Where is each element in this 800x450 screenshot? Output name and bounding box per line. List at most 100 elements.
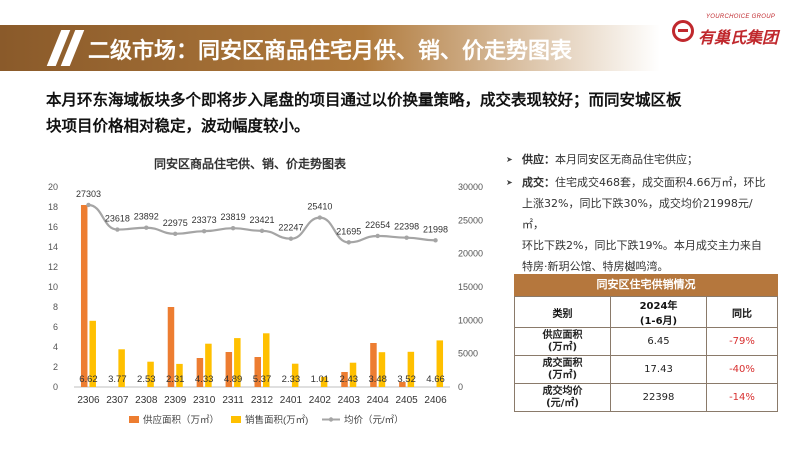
table-row: 供应面积 (万㎡) 6.45 -79%: [514, 327, 778, 356]
price-data-label: 27303: [76, 189, 101, 199]
sales-data-label: 2.33: [282, 374, 301, 385]
sales-bar: [205, 343, 212, 387]
price-point: [288, 236, 294, 241]
x-tick-label: 2402: [309, 395, 332, 406]
table-cell-yoy: -40%: [706, 355, 778, 384]
x-tick-label: 2404: [367, 395, 390, 406]
table-row-label: 成交面积 (万㎡): [514, 355, 611, 384]
sales-data-label: 3.52: [397, 374, 416, 385]
page-title: 二级市场：同安区商品住宅月供、销、价走势图表: [88, 39, 573, 64]
row-label-line: (元/㎡): [546, 397, 579, 409]
price-point: [375, 233, 380, 239]
price-data-label: 21998: [423, 224, 448, 234]
y-left-tick-label: 4: [53, 342, 58, 352]
summary-text: 本月环东海域板块多个即将步入尾盘的项目通过以价换量策略，成交表现较好；而同安城区…: [46, 87, 746, 139]
price-point: [230, 226, 236, 231]
bullet-transaction: ➤ 成交：住宅成交468套，成交面积4.66万㎡，环比 上涨32%，同比下跌30…: [506, 172, 774, 277]
table-cell-value: 17.43: [610, 355, 707, 384]
supply-bar: [196, 358, 204, 387]
y-left-tick-label: 18: [48, 202, 58, 212]
y-right-tick-label: 5000: [458, 349, 478, 359]
x-tick-label: 2310: [193, 395, 216, 406]
row-label-line: (万㎡): [547, 369, 578, 381]
legend-label-sales: 销售面积(万㎡): [245, 414, 308, 426]
logo-mark-icon: [672, 20, 694, 42]
price-point: [259, 228, 265, 234]
price-point: [346, 240, 351, 245]
sales-bar: [378, 352, 386, 387]
table-header-line: (1-6月): [639, 316, 678, 327]
sales-data-label: 2.43: [340, 374, 359, 385]
price-data-label: 23373: [192, 215, 217, 225]
row-label-line: 成交面积: [542, 357, 583, 369]
chart-title: 同安区商品住宅供、销、价走势图表: [153, 157, 346, 171]
table-cell-value: 22398: [610, 383, 707, 412]
bullet-text: 上涨32%，同比下跌30%，成交均价21998元/㎡，: [522, 197, 753, 231]
x-tick-label: 2311: [222, 395, 244, 406]
legend-swatch-supply: [129, 416, 139, 423]
x-tick-label: 2307: [106, 395, 129, 406]
bullet-supply: ➤ 供应：本月同安区无商品住宅供应；: [506, 149, 774, 170]
x-tick-label: 2308: [135, 395, 158, 406]
supply-bar: [167, 307, 175, 387]
supply-demand-table: 同安区住宅供销情况 类别 2024年 (1-6月) 同比 供应面积 (万㎡) 6.…: [514, 274, 778, 412]
price-data-label: 23421: [249, 215, 274, 225]
price-point: [86, 202, 91, 208]
logo-chinese-text: 有巢氏集团: [698, 28, 779, 47]
table-cell-yoy: -79%: [706, 327, 778, 356]
price-point: [201, 228, 207, 234]
commentary-bullets: ➤ 供应：本月同安区无商品住宅供应； ➤ 成交：住宅成交468套，成交面积4.6…: [506, 149, 774, 279]
table-row-label: 成交均价 (元/㎡): [514, 383, 611, 412]
supply-bar: [399, 382, 406, 387]
supply-bar: [254, 357, 261, 387]
sales-bar: [147, 361, 154, 387]
sales-data-label: 5.37: [253, 374, 272, 385]
sales-data-label: 4.33: [195, 374, 214, 385]
bullet-text: 特房·新玥公馆、特房樾鸣湾。: [522, 260, 669, 273]
legend-marker-price: [328, 417, 334, 422]
price-data-label: 25410: [307, 202, 332, 212]
x-tick-label: 2309: [164, 395, 187, 406]
header-band: [0, 25, 660, 71]
table-header-row: 类别 2024年 (1-6月) 同比: [514, 296, 778, 328]
bullet-text: 住宅成交468套，成交面积4.66万㎡，环比: [555, 176, 766, 189]
y-right-tick-label: 0: [458, 382, 463, 392]
sales-bar: [320, 376, 328, 387]
price-data-label: 22247: [278, 223, 303, 233]
table-caption: 同安区住宅供销情况: [514, 274, 778, 296]
bullet-arrow-icon: ➤: [506, 178, 513, 187]
bullet-text: 本月同安区无商品住宅供应；: [555, 153, 698, 166]
price-point: [317, 215, 323, 220]
sales-bar: [291, 363, 299, 387]
y-left-tick-label: 20: [48, 182, 58, 192]
legend-label-supply: 供应面积（万㎡）: [143, 414, 219, 426]
bullet-label: 成交：: [522, 176, 555, 189]
x-tick-label: 2403: [338, 395, 361, 406]
price-data-label: 22975: [163, 218, 188, 228]
brand-logo: YOURCHOICE GROUP 有巢氏集团: [672, 12, 796, 48]
price-data-label: 22398: [394, 222, 419, 232]
price-point: [404, 235, 409, 240]
price-point: [144, 225, 149, 230]
y-left-tick-label: 12: [48, 262, 58, 272]
sales-bar: [118, 349, 125, 387]
y-left-tick-label: 10: [48, 282, 58, 292]
sales-bar: [176, 363, 183, 387]
table-cell-yoy: -14%: [706, 383, 778, 412]
price-data-label: 23892: [134, 212, 159, 222]
row-label-line: (万㎡): [547, 341, 578, 353]
y-right-tick-label: 15000: [458, 282, 483, 292]
legend-swatch-sales: [231, 416, 241, 423]
summary-line: 块项目价格相对稳定，波动幅度较小。: [46, 117, 310, 135]
table-header-cell: 同比: [706, 296, 778, 328]
sales-data-label: 1.01: [311, 374, 330, 385]
sales-bar: [263, 333, 270, 387]
sales-bar: [349, 362, 357, 387]
sales-data-label: 2.53: [137, 374, 156, 385]
table-row: 成交均价 (元/㎡) 22398 -14%: [514, 383, 778, 412]
table-cell-value: 6.45: [610, 327, 707, 356]
row-label-line: 供应面积: [542, 329, 583, 341]
y-left-tick-label: 14: [48, 242, 58, 252]
bullet-text: 环比下跌2%，同比下跌19%。本月成交主力来自: [522, 239, 762, 252]
table-header-line: 2024年: [639, 301, 678, 312]
